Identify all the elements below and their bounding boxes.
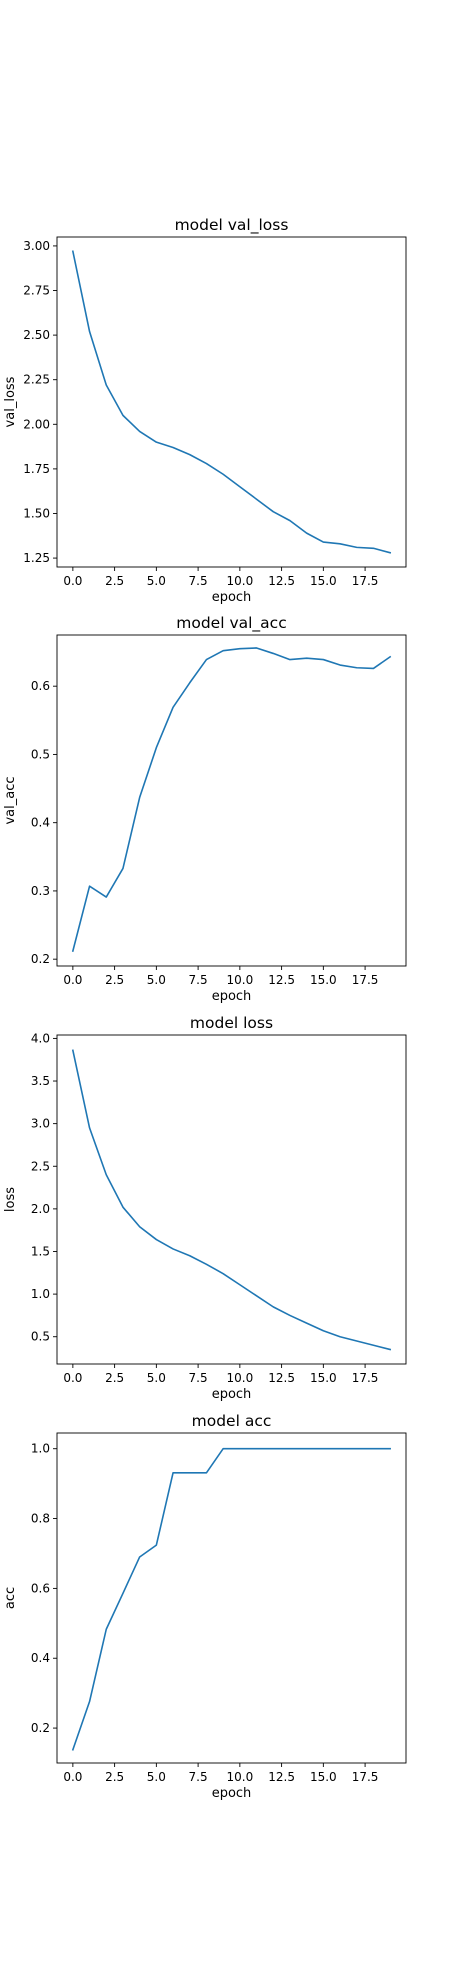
subplot-3: model loss 0.0 2.5 5.0 7.5 10.0 12.5 15.0 17.5 0.… <box>3 1014 407 1402</box>
x-tick-label: 0.0 <box>63 1770 82 1784</box>
y-tick-label: 3.0 <box>31 1117 50 1131</box>
x-tick-label: 2.5 <box>105 1770 124 1784</box>
subplot-1: model val_loss 0.0 2.5 5.0 7.5 10.0 12.5 15.0 17… <box>3 216 407 605</box>
x-tick-label: 5.0 <box>147 973 166 987</box>
subplot-2: model val_acc 0.0 2.5 5.0 7.5 10.0 12.5 15.0 17.… <box>3 614 407 1004</box>
x-tick-label: 17.5 <box>352 973 379 987</box>
x-tick-label: 5.0 <box>147 1770 166 1784</box>
y-tick-label: 1.50 <box>23 506 50 520</box>
y-tick-label: 0.2 <box>31 952 50 966</box>
series-line <box>71 1447 391 1751</box>
x-tick-label: 15.0 <box>310 574 337 588</box>
series-line <box>71 1049 392 1351</box>
y-tick-label: 2.00 <box>23 417 50 431</box>
y-tick-label: 1.25 <box>23 551 50 565</box>
y-tick-label: 0.2 <box>31 1721 50 1735</box>
y-tick-label: 0.6 <box>31 679 50 693</box>
y-tick-label: 0.8 <box>31 1512 50 1526</box>
y-tick-label: 3.5 <box>31 1074 50 1088</box>
y-tick-label: 3.00 <box>23 239 50 253</box>
y-tick-label: 0.6 <box>31 1581 50 1595</box>
axes-frame <box>56 1034 407 1365</box>
chart-title: model acc <box>192 1412 272 1430</box>
x-tick-label: 17.5 <box>352 574 379 588</box>
x-tick-label: 5.0 <box>147 574 166 588</box>
y-axis-label: loss <box>3 1187 18 1212</box>
series-line <box>71 250 392 554</box>
y-tick-label: 0.3 <box>31 884 50 898</box>
x-tick-label: 17.5 <box>352 1371 379 1385</box>
y-tick-label: 1.0 <box>31 1442 50 1456</box>
y-tick-label: 2.5 <box>31 1159 50 1173</box>
axes-frame <box>56 1432 407 1764</box>
x-tick-label: 0.0 <box>63 973 82 987</box>
x-tick-label: 10.0 <box>226 1371 253 1385</box>
x-tick-label: 2.5 <box>105 574 124 588</box>
axes-frame <box>56 634 407 967</box>
x-tick-label: 15.0 <box>310 1770 337 1784</box>
y-tick-label: 2.0 <box>31 1202 50 1216</box>
x-tick-label: 17.5 <box>352 1770 379 1784</box>
x-tick-label: 2.5 <box>105 1371 124 1385</box>
x-axis-label: epoch <box>212 1786 252 1801</box>
y-tick-label: 1.75 <box>23 462 50 476</box>
y-tick-label: 0.4 <box>31 1651 50 1665</box>
x-tick-label: 12.5 <box>268 1770 295 1784</box>
y-tick-label: 0.4 <box>31 816 50 830</box>
chart-title: model val_loss <box>175 216 289 235</box>
y-tick-label: 0.5 <box>31 747 50 761</box>
x-tick-label: 7.5 <box>189 1371 208 1385</box>
y-tick-label: 2.25 <box>23 373 50 387</box>
x-tick-label: 12.5 <box>268 1371 295 1385</box>
x-tick-label: 12.5 <box>268 574 295 588</box>
x-axis-label: epoch <box>212 989 252 1004</box>
x-tick-label: 12.5 <box>268 973 295 987</box>
chart-title: model loss <box>190 1014 273 1032</box>
x-tick-label: 7.5 <box>189 574 208 588</box>
x-axis-label: epoch <box>212 1387 252 1402</box>
x-tick-label: 10.0 <box>226 574 253 588</box>
y-tick-label: 0.5 <box>31 1330 50 1344</box>
axes-frame <box>56 236 407 568</box>
subplot-4: model acc 0.0 2.5 5.0 7.5 10.0 12.5 15.0 17.5 0.2… <box>3 1412 407 1801</box>
y-tick-label: 2.75 <box>23 284 50 298</box>
x-tick-label: 7.5 <box>189 1770 208 1784</box>
y-tick-label: 2.50 <box>23 328 50 342</box>
series-line <box>71 647 392 952</box>
x-tick-label: 5.0 <box>147 1371 166 1385</box>
x-axis-label: epoch <box>212 590 252 605</box>
x-tick-label: 0.0 <box>63 574 82 588</box>
y-axis-label: val_loss <box>3 376 18 427</box>
y-tick-label: 4.0 <box>31 1031 50 1045</box>
chart-title: model val_acc <box>176 614 286 633</box>
x-tick-label: 7.5 <box>189 973 208 987</box>
y-axis-label: acc <box>3 1587 18 1609</box>
x-tick-label: 15.0 <box>310 973 337 987</box>
x-tick-label: 10.0 <box>226 1770 253 1784</box>
y-tick-label: 1.5 <box>31 1244 50 1258</box>
x-tick-label: 15.0 <box>310 1371 337 1385</box>
x-tick-label: 0.0 <box>63 1371 82 1385</box>
y-tick-label: 1.0 <box>31 1287 50 1301</box>
x-tick-label: 10.0 <box>226 973 253 987</box>
x-tick-label: 2.5 <box>105 973 124 987</box>
y-axis-label: val_acc <box>3 776 18 824</box>
